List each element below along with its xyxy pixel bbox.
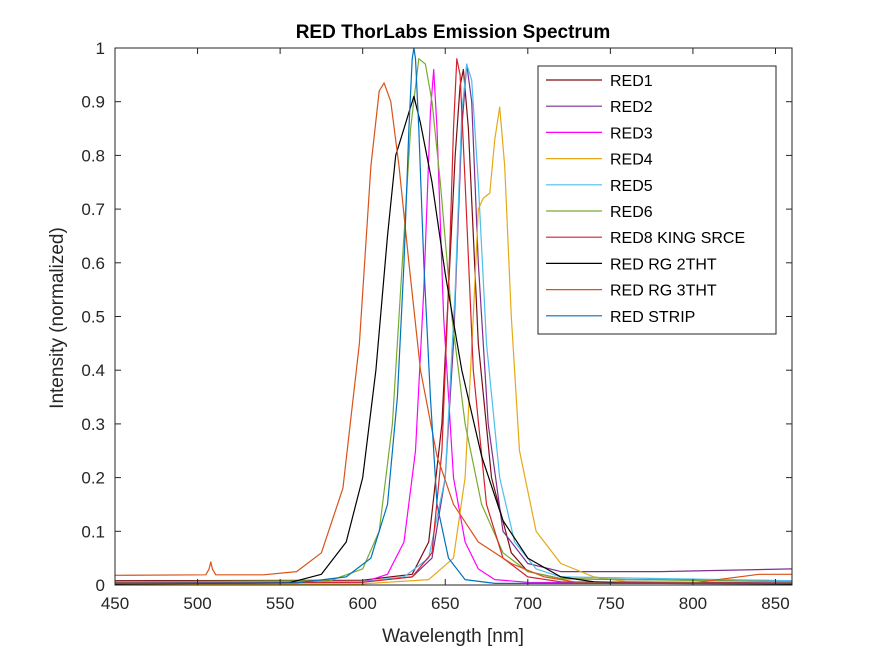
y-tick-label: 0.3 [81,415,105,434]
legend-label-10: RED STRIP [610,309,695,326]
y-tick-label: 0.2 [81,469,105,488]
series-line-7 [115,58,792,584]
legend-label-5: RED5 [610,178,653,195]
x-tick-label: 750 [596,594,624,613]
series-line-6 [115,58,792,583]
x-tick-label: 500 [183,594,211,613]
x-tick-label: 600 [348,594,376,613]
legend: RED1 RED2 RED3 RED4 RED5 RED6 RED8 KING SRCE RE… [537,65,777,335]
legend-label-3: RED3 [610,125,653,142]
axes: 450 500 550 600 650 700 750 800 850 0 0.1 0.2 0.3 0.4… [81,39,793,613]
chart-title: RED ThorLabs Emission Spectrum [296,22,611,43]
y-tick-label: 0 [96,576,105,595]
y-tick-label: 0.6 [81,254,105,273]
legend-label-8: RED RG 2THT [610,256,717,273]
y-tick-label: 0.4 [81,361,105,380]
x-tick-label: 450 [101,594,129,613]
series-line-10 [115,48,792,584]
legend-label-1: RED1 [610,73,653,90]
y-tick-label: 1 [96,39,105,58]
series-lines [115,48,792,585]
series-line-8 [115,95,792,585]
y-tick-label: 0.7 [81,200,105,219]
series-line-9 [115,82,792,584]
legend-label-4: RED4 [610,152,653,169]
x-axis-label: Wavelength [nm] [382,626,524,647]
x-tick-label: 700 [514,594,542,613]
legend-label-6: RED6 [610,204,653,221]
plot-area [115,48,792,585]
y-tick-label: 0.1 [81,522,105,541]
legend-label-2: RED2 [610,99,653,116]
y-axis-label: Intensity (normalized) [47,227,68,409]
x-tick-label: 850 [761,594,789,613]
legend-label-7: RED8 KING SRCE [610,230,745,247]
series-line-3 [115,68,792,584]
legend-label-9: RED RG 3THT [610,283,717,300]
x-tick-label: 650 [431,594,459,613]
x-tick-label: 800 [679,594,707,613]
y-tick-label: 0.8 [81,146,105,165]
y-tick-label: 0.5 [81,308,105,327]
series-line-4 [115,106,792,585]
x-tick-label: 550 [266,594,294,613]
y-tick-label: 0.9 [81,93,105,112]
